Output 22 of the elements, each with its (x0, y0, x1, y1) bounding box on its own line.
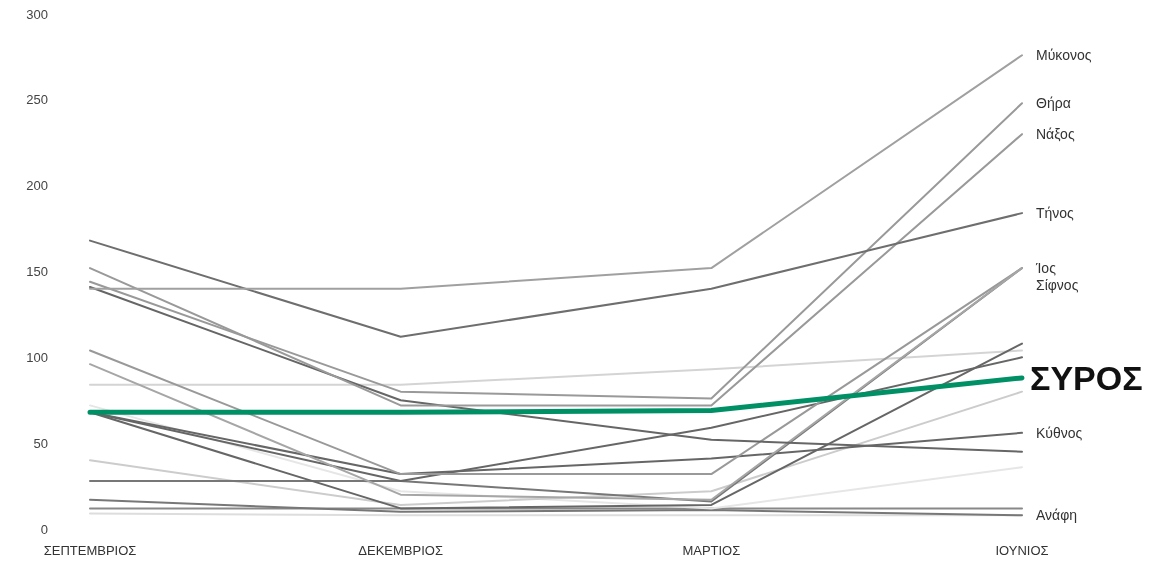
series-label: Κύθνος (1036, 424, 1083, 441)
x-tick-label: ΙΟΥΝΙΟΣ (995, 543, 1049, 558)
y-tick-label: 200 (26, 178, 48, 194)
x-tick-label: ΣΕΠΤΕΜΒΡΙΟΣ (43, 543, 137, 558)
x-tick-label: ΜΑΡΤΙΟΣ (682, 543, 741, 558)
series-label: Σίφνος (1036, 276, 1079, 293)
series-label: Θήρα (1036, 95, 1071, 112)
y-tick-label: 100 (26, 349, 48, 365)
line-series (89, 212, 1023, 338)
y-tick-label: 0 (40, 521, 48, 537)
y-tick-label: 150 (26, 264, 48, 280)
series-label: Τήνος (1036, 205, 1075, 222)
y-tick-label: 50 (33, 435, 48, 451)
y-tick-label: 250 (26, 92, 48, 108)
series-label: Νάξος (1036, 126, 1075, 143)
x-tick-label: ΔΕΚΕΜΒΡΙΟΣ (358, 543, 443, 558)
series-label: Μύκονος (1036, 47, 1092, 64)
series-label: Ανάφη (1036, 507, 1078, 524)
y-tick-label: 300 (26, 6, 48, 22)
line-series (89, 498, 1023, 517)
series-label: ΣΥΡΟΣ (1030, 358, 1143, 397)
series-label: Ίος (1035, 259, 1057, 276)
